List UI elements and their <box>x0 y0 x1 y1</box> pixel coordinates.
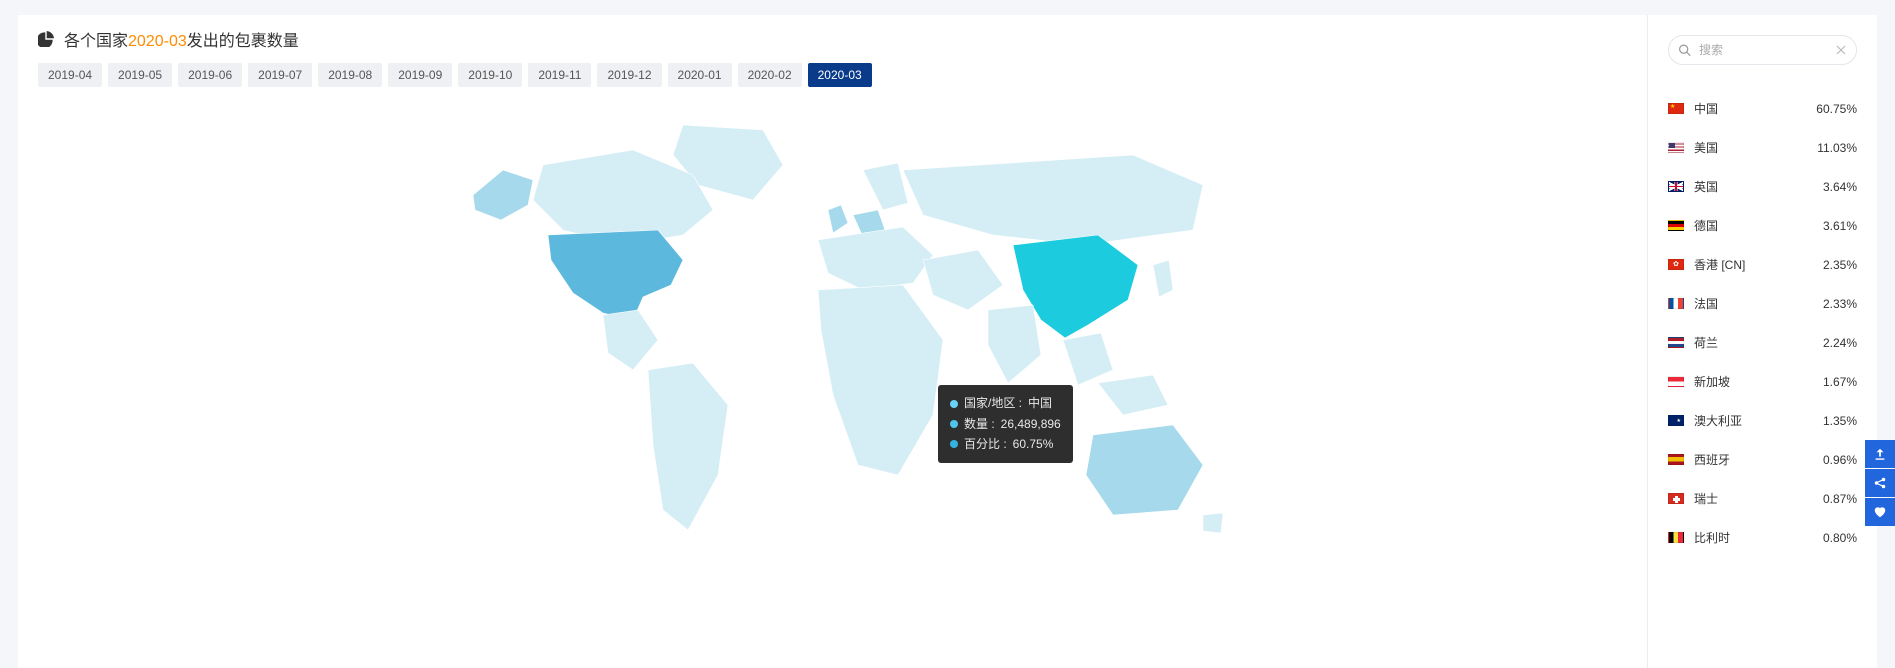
country-name: 荷兰 <box>1694 334 1718 351</box>
country-row-be[interactable]: 比利时 0.80% <box>1668 518 1857 557</box>
country-row-us[interactable]: 美国 11.03% <box>1668 128 1857 167</box>
country-row-cn[interactable]: 中国 60.75% <box>1668 89 1857 128</box>
flag-au <box>1668 415 1684 426</box>
title-suffix: 发出的包裹数量 <box>187 33 299 50</box>
country-row-au[interactable]: 澳大利亚 1.35% <box>1668 401 1857 440</box>
title-prefix: 各个国家 <box>64 33 128 50</box>
flag-sg <box>1668 376 1684 387</box>
country-pct: 2.24% <box>1823 336 1857 350</box>
country-name: 美国 <box>1694 139 1718 156</box>
country-row-ch[interactable]: 瑞士 0.87% <box>1668 479 1857 518</box>
country-list: 中国 60.75% 美国 11.03% 英国 3.64% 德国 3.61% 香港 [CN] 2.3… <box>1668 89 1857 557</box>
country-pct: 1.35% <box>1823 414 1857 428</box>
tab-2020-02[interactable]: 2020-02 <box>738 63 802 87</box>
flag-fr <box>1668 298 1684 309</box>
country-row-gb[interactable]: 英国 3.64% <box>1668 167 1857 206</box>
flag-be <box>1668 532 1684 543</box>
flag-us <box>1668 142 1684 153</box>
country-name: 香港 [CN] <box>1694 256 1745 273</box>
tab-2019-11[interactable]: 2019-11 <box>528 63 591 87</box>
country-name: 英国 <box>1694 178 1718 195</box>
country-pct: 0.87% <box>1823 492 1857 506</box>
tab-2020-03[interactable]: 2020-03 <box>808 63 872 87</box>
country-pct: 2.35% <box>1823 258 1857 272</box>
country-row-hk[interactable]: 香港 [CN] 2.35% <box>1668 245 1857 284</box>
flag-cn <box>1668 103 1684 114</box>
country-name: 西班牙 <box>1694 451 1730 468</box>
search-wrap <box>1668 35 1857 65</box>
country-name: 法国 <box>1694 295 1718 312</box>
fab-share-button[interactable] <box>1865 469 1895 497</box>
country-pct: 0.80% <box>1823 531 1857 545</box>
country-row-nl[interactable]: 荷兰 2.24% <box>1668 323 1857 362</box>
tab-2019-06[interactable]: 2019-06 <box>178 63 242 87</box>
search-icon <box>1678 44 1691 57</box>
fab-column <box>1865 440 1895 527</box>
flag-hk <box>1668 259 1684 270</box>
country-row-es[interactable]: 西班牙 0.96% <box>1668 440 1857 479</box>
tab-2019-04[interactable]: 2019-04 <box>38 63 102 87</box>
fab-favorite-button[interactable] <box>1865 498 1895 526</box>
tab-2019-10[interactable]: 2019-10 <box>458 63 522 87</box>
country-pct: 0.96% <box>1823 453 1857 467</box>
country-name: 澳大利亚 <box>1694 412 1742 429</box>
flag-de <box>1668 220 1684 231</box>
flag-es <box>1668 454 1684 465</box>
country-pct: 60.75% <box>1816 102 1857 116</box>
title-highlight: 2020-03 <box>128 33 187 50</box>
tab-2019-12[interactable]: 2019-12 <box>597 63 661 87</box>
main-panel: 各个国家2020-03发出的包裹数量 2019-042019-052019-06… <box>18 15 1647 668</box>
country-pct: 2.33% <box>1823 297 1857 311</box>
country-name: 德国 <box>1694 217 1718 234</box>
country-row-de[interactable]: 德国 3.61% <box>1668 206 1857 245</box>
flag-gb <box>1668 181 1684 192</box>
world-map[interactable]: 国家/地区 : 中国 数量 : 26,489,896 百分比 : 60.75% <box>38 105 1627 605</box>
tab-2020-01[interactable]: 2020-01 <box>668 63 732 87</box>
country-name: 中国 <box>1694 100 1718 117</box>
country-row-fr[interactable]: 法国 2.33% <box>1668 284 1857 323</box>
country-pct: 11.03% <box>1817 141 1857 155</box>
pie-chart-icon <box>38 31 54 47</box>
country-pct: 3.64% <box>1823 180 1857 194</box>
side-panel: 中国 60.75% 美国 11.03% 英国 3.64% 德国 3.61% 香港 [CN] 2.3… <box>1647 15 1877 668</box>
fab-upload-button[interactable] <box>1865 440 1895 468</box>
month-tabs: 2019-042019-052019-062019-072019-082019-… <box>38 63 1627 87</box>
country-pct: 1.67% <box>1823 375 1857 389</box>
clear-icon[interactable] <box>1835 44 1847 56</box>
flag-ch <box>1668 493 1684 504</box>
search-input[interactable] <box>1668 35 1857 65</box>
country-name: 比利时 <box>1694 529 1730 546</box>
header: 各个国家2020-03发出的包裹数量 <box>38 27 1627 51</box>
country-pct: 3.61% <box>1823 219 1857 233</box>
country-name: 瑞士 <box>1694 490 1718 507</box>
country-name: 新加坡 <box>1694 373 1730 390</box>
tab-2019-05[interactable]: 2019-05 <box>108 63 172 87</box>
flag-nl <box>1668 337 1684 348</box>
tab-2019-07[interactable]: 2019-07 <box>248 63 312 87</box>
country-row-sg[interactable]: 新加坡 1.67% <box>1668 362 1857 401</box>
tab-2019-08[interactable]: 2019-08 <box>318 63 382 87</box>
tab-2019-09[interactable]: 2019-09 <box>388 63 452 87</box>
page-title: 各个国家2020-03发出的包裹数量 <box>64 27 299 51</box>
